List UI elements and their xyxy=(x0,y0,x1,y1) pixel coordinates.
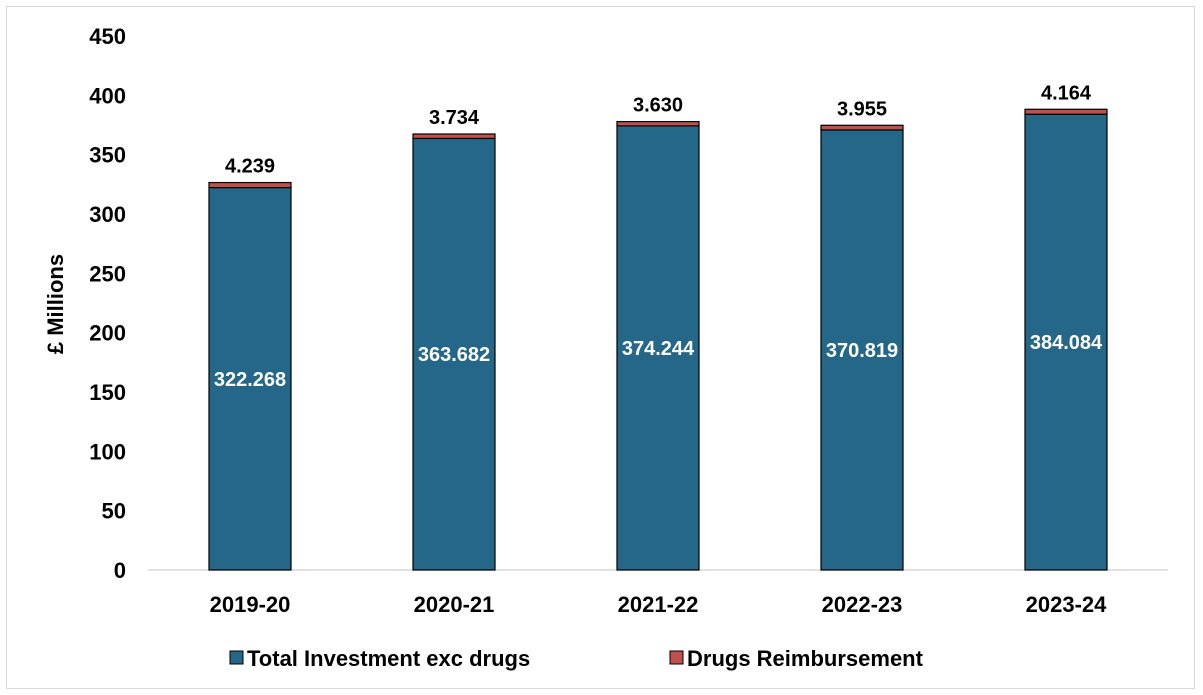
bar-drugs-reimbursement xyxy=(1024,108,1108,115)
x-tick-label: 2019-20 xyxy=(210,592,291,617)
bar-total-investment xyxy=(820,129,904,571)
x-axis-ticks: 2019-20 2020-21 2021-22 2022-23 2023-24 xyxy=(210,592,1108,617)
y-tick-label: 50 xyxy=(102,499,126,524)
data-label-drugs-reimbursement: 4.239 xyxy=(225,156,275,178)
legend-swatch-total-investment xyxy=(229,650,244,665)
y-tick-label: 300 xyxy=(89,202,126,227)
bar-total-investment xyxy=(1024,113,1108,571)
data-label-total-investment: 363.682 xyxy=(418,344,490,366)
x-tick-label: 2020-21 xyxy=(414,592,495,617)
y-tick-label: 350 xyxy=(89,143,126,168)
chart-frame xyxy=(6,6,1195,689)
x-tick-label: 2023-24 xyxy=(1026,592,1108,617)
y-tick-label: 0 xyxy=(114,558,126,583)
x-tick-label: 2021-22 xyxy=(618,592,699,617)
y-tick-label: 100 xyxy=(89,439,126,464)
data-label-drugs-reimbursement: 3.734 xyxy=(429,107,480,129)
data-label-drugs-reimbursement: 3.955 xyxy=(837,98,887,120)
bar-total-investment xyxy=(412,137,496,571)
y-tick-label: 450 xyxy=(89,24,126,49)
bars-group: 322.268 4.239 363.682 3.734 374.244 3.630 370.… xyxy=(208,82,1108,571)
legend-swatch-drugs-reimbursement xyxy=(669,650,684,665)
legend-label-total-investment: Total Investment exc drugs xyxy=(247,646,530,671)
data-label-drugs-reimbursement: 4.164 xyxy=(1041,82,1092,104)
data-label-total-investment: 322.268 xyxy=(214,369,286,391)
y-tick-label: 250 xyxy=(89,261,126,286)
legend: Total Investment exc drugs Drugs Reimbur… xyxy=(229,646,924,671)
y-tick-label: 150 xyxy=(89,380,126,405)
bar-total-investment xyxy=(616,125,700,571)
y-tick-label: 400 xyxy=(89,83,126,108)
data-label-total-investment: 374.244 xyxy=(622,338,695,360)
bar-drugs-reimbursement xyxy=(412,133,496,140)
y-tick-label: 200 xyxy=(89,321,126,346)
data-label-drugs-reimbursement: 3.630 xyxy=(633,95,683,117)
bar-drugs-reimbursement xyxy=(616,120,700,127)
legend-label-drugs-reimbursement: Drugs Reimbursement xyxy=(687,646,924,671)
bar-drugs-reimbursement xyxy=(208,181,292,189)
data-label-total-investment: 384.084 xyxy=(1030,332,1103,354)
y-axis-label: £ Millions xyxy=(43,254,68,354)
data-label-total-investment: 370.819 xyxy=(826,340,898,362)
bar-total-investment xyxy=(208,186,292,571)
bar-drugs-reimbursement xyxy=(820,124,904,131)
x-tick-label: 2022-23 xyxy=(822,592,903,617)
y-axis-ticks: 0 50 100 150 200 250 300 350 400 450 xyxy=(89,24,126,583)
